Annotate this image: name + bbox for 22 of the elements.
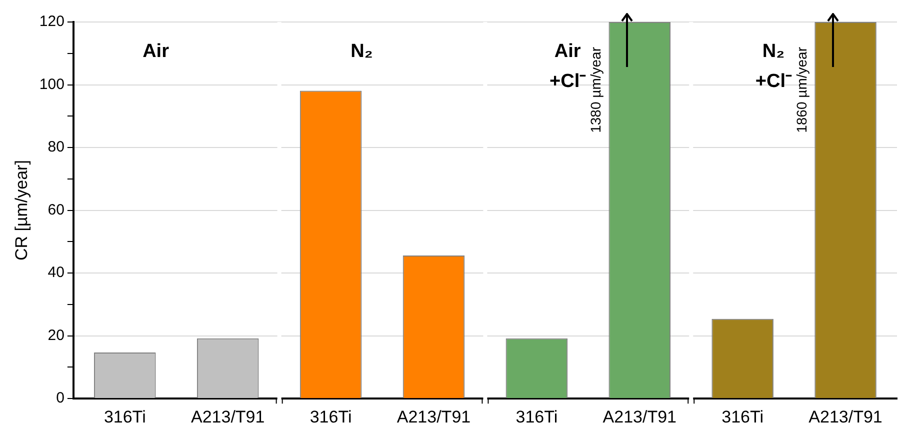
x-tick-label: A213/T91	[602, 407, 676, 426]
x-tick-label: 316Ti	[516, 407, 558, 426]
x-tick-label: 316Ti	[104, 407, 146, 426]
annotation: Air +Cl⁻	[550, 41, 587, 92]
y-tick-label: 40	[48, 264, 64, 282]
y-tick-label: 0	[56, 390, 64, 407]
y-tick-label: 120	[39, 13, 64, 30]
x-tick-label: A213/T91	[396, 407, 471, 426]
x-tick-label: A213/T91	[808, 407, 882, 426]
x-tick-label: A213/T91	[190, 407, 265, 426]
annotation: 1860 µm/year	[794, 46, 810, 133]
y-tick-label: 100	[39, 76, 64, 93]
y-tick-label: 20	[48, 326, 64, 344]
y-tick-label: 60	[48, 201, 64, 218]
y-tick-label: 80	[48, 138, 64, 156]
annotation: Air	[142, 41, 170, 62]
x-tick-label: 316Ti	[722, 407, 764, 426]
annotation: N₂	[350, 41, 373, 62]
annotation: N₂ +Cl⁻	[755, 41, 793, 92]
x-tick-label: 316Ti	[310, 407, 352, 426]
y-axis-title: CR [µm/year]	[12, 160, 31, 261]
annotation: 1380 µm/year	[588, 46, 604, 133]
